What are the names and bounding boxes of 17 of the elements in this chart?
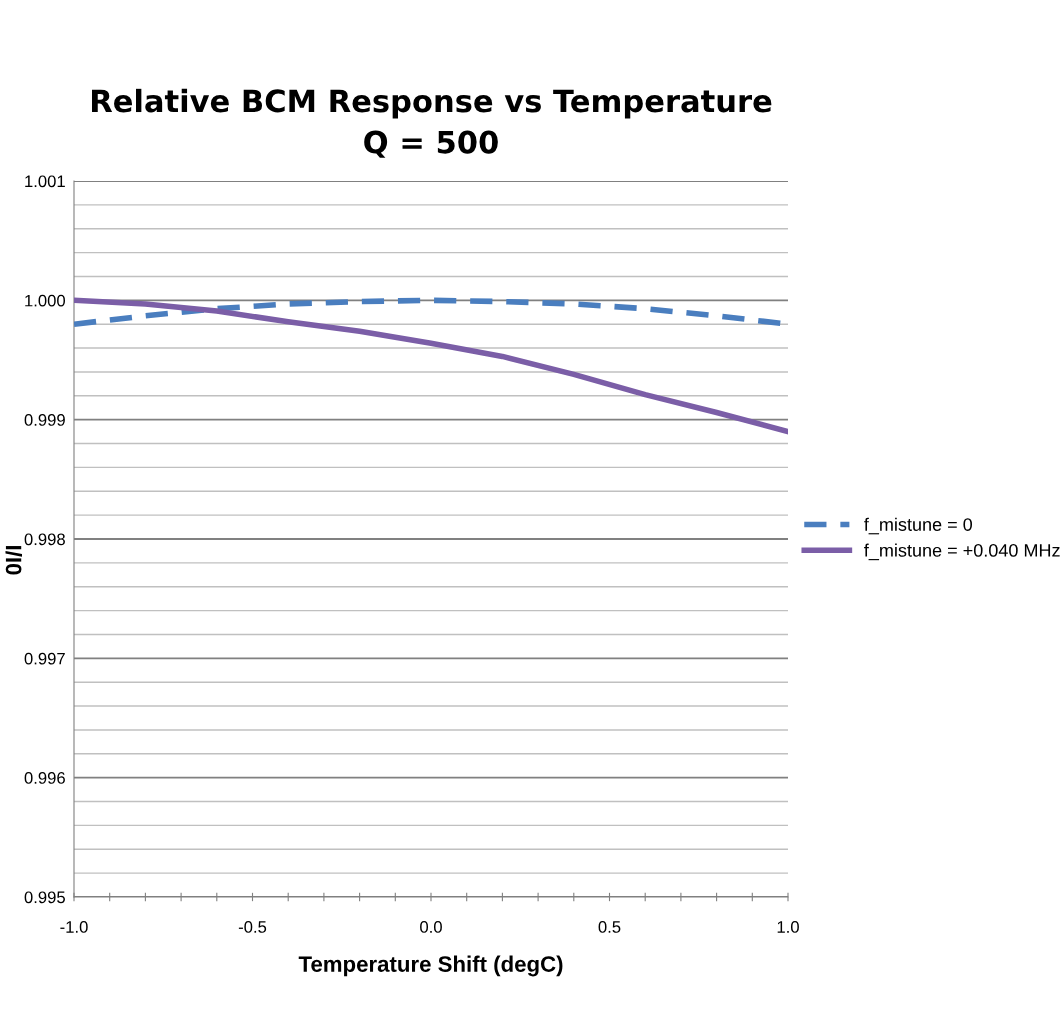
chart-title: Relative BCM Response vs Temperature Q = 500	[92, 88, 772, 158]
y-tick-label: 0.997	[24, 652, 65, 665]
y-tick-label: 1.000	[25, 294, 66, 307]
y-tick-label: 1.001	[25, 175, 65, 188]
legend-label: f_mistune = +0.040 MHz	[864, 543, 1060, 561]
x-axis-title: Temperature Shift (degC)	[298, 955, 563, 977]
legend-label: f_mistune = 0	[864, 517, 973, 535]
y-axis-title: I/I0	[5, 546, 23, 575]
x-tick-label: 0.5	[598, 921, 621, 933]
y-tick-label: 0.995	[24, 891, 65, 904]
x-tick-label: 0.0	[420, 921, 442, 933]
x-tick-label: 1.0	[777, 921, 799, 933]
x-tick-label: -0.5	[238, 921, 267, 933]
y-tick-label: 0.999	[24, 414, 65, 426]
y-tick-label: 0.996	[24, 772, 65, 784]
y-tick-label: 0.998	[24, 533, 65, 546]
x-tick-label: -1.0	[60, 921, 88, 933]
